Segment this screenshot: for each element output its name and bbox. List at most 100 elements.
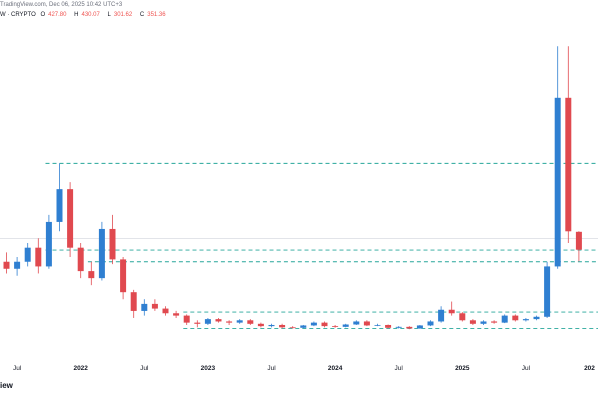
candle-2025-10 [554, 46, 561, 269]
candle-2023-02 [215, 317, 222, 323]
candle-2024-03 [353, 320, 360, 325]
candle-body [3, 261, 10, 269]
candle-2023-08 [279, 323, 286, 329]
candle-2022-06 [130, 289, 137, 318]
candle-2025-09 [544, 261, 551, 318]
candle-body [88, 271, 95, 279]
candle-2023-06 [257, 322, 264, 328]
candle-body [395, 326, 402, 328]
candle-body [533, 316, 540, 320]
ohlc-low: L 301.62 [107, 12, 133, 18]
candle-body [257, 323, 264, 327]
candle-2021-08 [24, 243, 31, 267]
candle-body [236, 320, 243, 323]
candle-2022-02 [88, 261, 95, 286]
candle-2024-02 [342, 323, 349, 328]
candle-2022-09 [162, 306, 169, 316]
candle-body [162, 308, 169, 314]
candle-body [491, 321, 498, 323]
candle-2024-09 [416, 324, 423, 329]
attribution-text: TradingView.com, Dec 06, 2025 10:42 UTC+… [0, 2, 123, 8]
candle-2023-07 [268, 323, 275, 328]
candle-body [374, 324, 381, 326]
candle-body [575, 231, 582, 250]
candle-body [268, 324, 275, 327]
candle-2023-03 [226, 320, 233, 325]
candle-2023-01 [204, 317, 211, 325]
support-resistance-levels [0, 162, 598, 329]
ohlc-high: H 430.07 [74, 12, 100, 18]
candle-body [98, 228, 105, 279]
x-tick-label: 202 [584, 365, 595, 372]
x-tick-label: Jul [267, 365, 276, 372]
candle-2025-06 [512, 314, 519, 322]
candle-2023-10 [300, 324, 307, 329]
candle-body [438, 309, 445, 322]
candle-body [300, 325, 307, 328]
candle-body [226, 321, 233, 323]
candle-2022-07 [141, 299, 148, 316]
candle-body [45, 221, 52, 267]
candle-body [289, 327, 296, 329]
ohlc-open: O 427.80 [40, 12, 67, 18]
candle-2025-07 [522, 317, 529, 322]
candle-body [183, 315, 190, 323]
candle-2024-01 [332, 324, 339, 328]
candle-body [459, 313, 466, 321]
candle-2023-12 [321, 321, 328, 328]
x-tick-label: Jul [395, 365, 404, 372]
candle-2023-09 [289, 326, 296, 329]
candle-2023-05 [247, 319, 254, 325]
candle-2023-04 [236, 319, 243, 324]
x-tick-label: 2025 [455, 365, 470, 372]
candle-body [501, 315, 508, 323]
candle-2022-10 [173, 310, 180, 318]
candle-2024-06 [385, 324, 392, 329]
x-tick-label: 2024 [328, 365, 343, 372]
candle-2024-12 [448, 301, 455, 316]
candle-2024-04 [363, 320, 370, 327]
candle-body [173, 313, 180, 316]
candle-body [448, 309, 455, 314]
candle-body [544, 266, 551, 317]
candle-2025-05 [501, 314, 508, 324]
candle-body [130, 292, 137, 311]
candle-body [427, 321, 434, 326]
candle-body [14, 261, 21, 269]
candle-body [385, 324, 392, 328]
candle-body [406, 326, 413, 329]
candle-2022-08 [151, 299, 158, 311]
x-tick-label: 2022 [73, 365, 88, 372]
candle-body [565, 97, 572, 232]
candle-2022-12 [194, 320, 201, 328]
candle-2021-11 [56, 163, 63, 232]
candle-body [480, 321, 487, 324]
candle-body [120, 259, 127, 293]
candle-2025-01 [459, 312, 466, 322]
candle-2022-03 [98, 221, 105, 281]
ohlc-close: C 351.36 [139, 12, 166, 18]
candle-body [279, 324, 286, 328]
candle-2024-07 [395, 326, 402, 329]
candle-body [522, 319, 529, 321]
candle-2025-11 [565, 46, 572, 244]
candle-body [194, 322, 201, 324]
candle-body [109, 228, 116, 260]
candle-2024-10 [427, 320, 434, 327]
candle-2021-10 [45, 214, 52, 269]
x-tick-label: 2023 [201, 365, 216, 372]
candle-body [310, 322, 317, 326]
candle-2022-11 [183, 314, 190, 325]
x-tick-label: Jul [140, 365, 149, 372]
candle-2023-11 [310, 321, 317, 327]
candle-body [141, 303, 148, 311]
symbol-ohlc-row: W · CRYPTO O 427.80 H 430.07 L 301.62 C 351.… [0, 12, 172, 18]
candle-body [416, 325, 423, 329]
x-tick-label: Jul [522, 365, 531, 372]
candle-2021-09 [35, 238, 42, 274]
candle-body [77, 247, 84, 272]
candle-2025-08 [533, 315, 540, 321]
candle-body [35, 247, 42, 267]
candle-2021-07 [14, 257, 21, 276]
